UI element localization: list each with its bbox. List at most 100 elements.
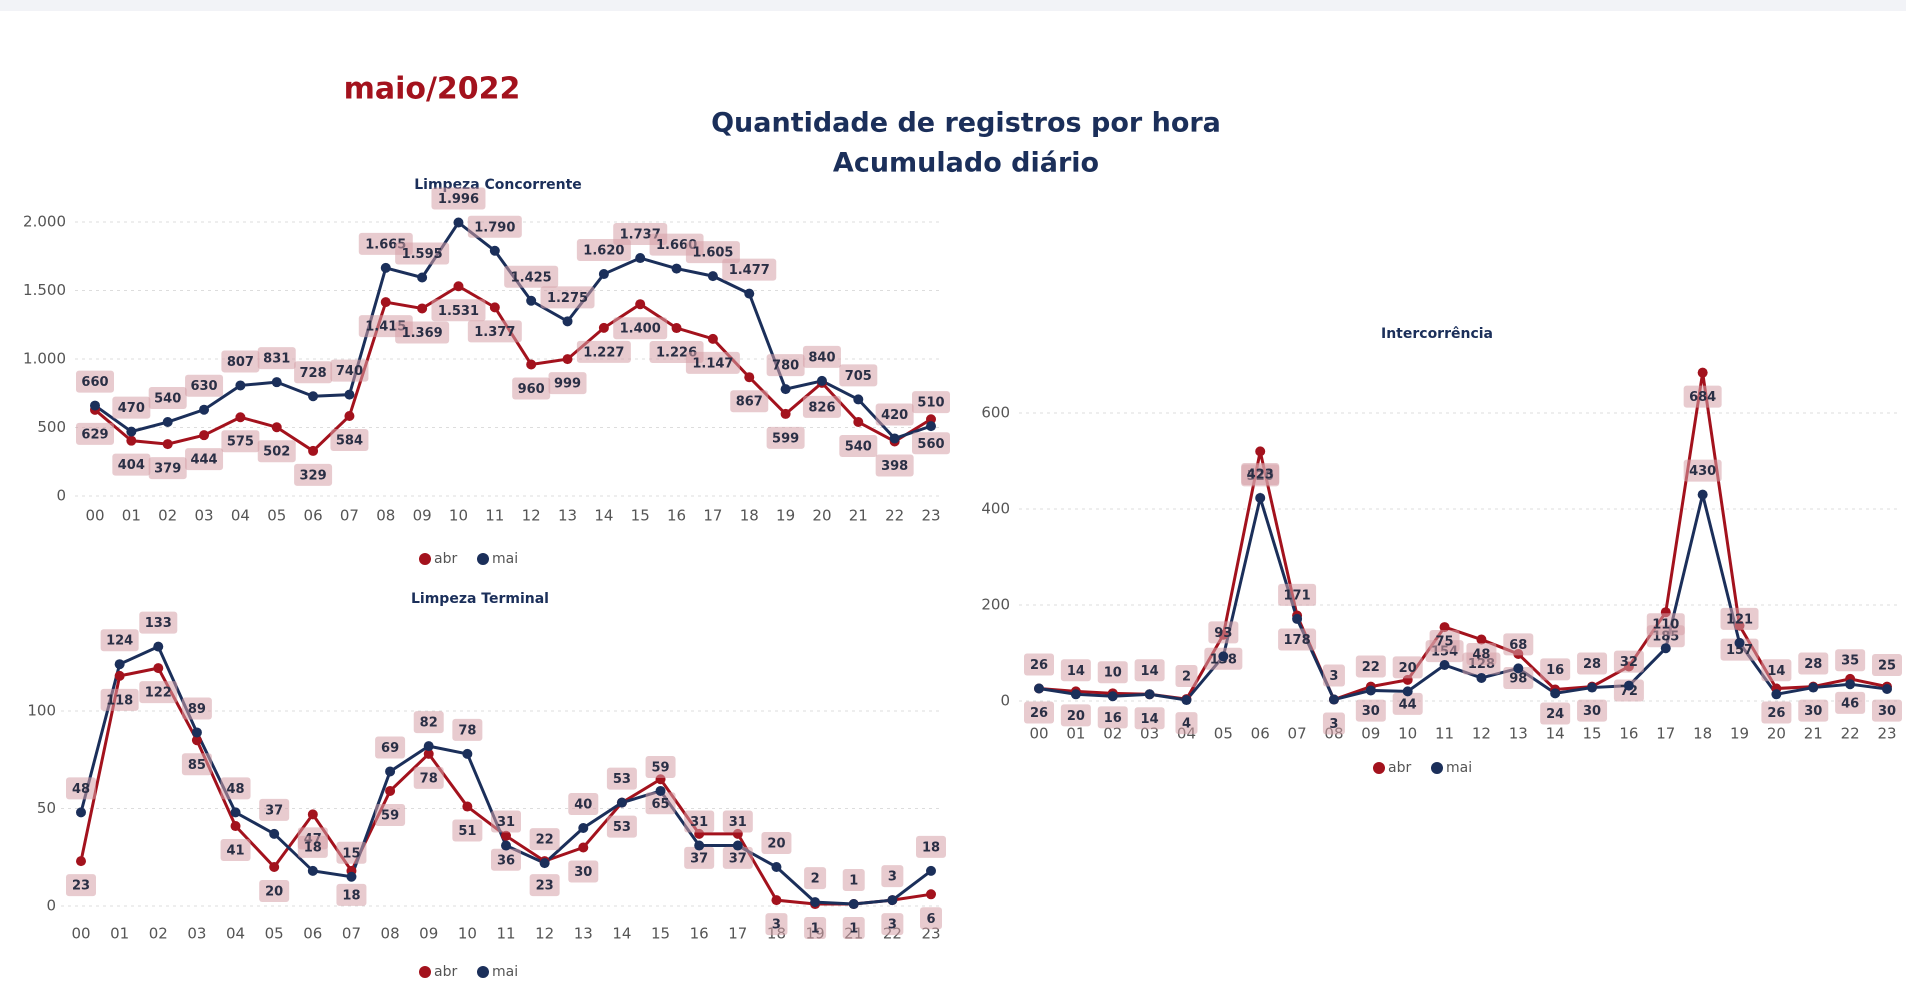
x-tick-label: 22 [885, 507, 904, 525]
data-label: 48 [226, 782, 244, 797]
data-label-bg [576, 340, 631, 363]
data-label: 705 [845, 369, 872, 384]
x-tick-label: 11 [496, 925, 515, 943]
x-tick-label: 00 [1029, 725, 1048, 743]
data-point [744, 288, 755, 299]
legend-label: abr [1388, 760, 1411, 776]
data-label-bg [529, 874, 560, 897]
data-label: 26 [1767, 706, 1785, 721]
data-label-bg [221, 430, 260, 453]
data-label: 629 [81, 427, 108, 442]
data-label: 10 [1104, 666, 1122, 681]
data-label-bg [1392, 656, 1423, 679]
data-label: 51 [458, 824, 476, 839]
data-point [1476, 634, 1487, 645]
data-label-bg [613, 317, 668, 340]
data-label: 684 [1689, 390, 1716, 405]
top-bar [0, 0, 1906, 11]
data-label: 65 [651, 797, 669, 812]
data-label-bg [802, 395, 841, 418]
data-point [90, 400, 100, 411]
x-tick-label: 15 [631, 507, 650, 525]
data-label: 1.477 [729, 263, 770, 278]
data-label: 329 [300, 468, 327, 483]
data-label-bg [66, 777, 96, 800]
data-point [1734, 637, 1745, 648]
series-line [94, 284, 932, 453]
x-tick-label: 12 [535, 925, 554, 943]
data-label: 30 [1583, 704, 1601, 719]
data-label: 780 [772, 359, 799, 374]
data-label-bg [1355, 699, 1386, 722]
data-label-bg [1134, 659, 1165, 682]
x-tick-label: 07 [342, 925, 361, 943]
data-label-bg [1872, 699, 1902, 722]
x-tick-label: 19 [776, 507, 795, 525]
data-point [153, 641, 164, 652]
data-label: 124 [106, 634, 133, 649]
x-tick-label: 09 [419, 925, 438, 943]
x-tick-label: 14 [594, 507, 613, 525]
data-label-bg [181, 697, 212, 720]
data-point [76, 807, 86, 818]
data-label-bg [259, 798, 290, 821]
data-label: 1.377 [474, 325, 515, 340]
data-label: 16 [1104, 711, 1122, 726]
data-point [848, 899, 859, 910]
data-label-bg [684, 810, 715, 833]
data-label-bg [395, 242, 450, 265]
data-label: 110 [1652, 618, 1679, 633]
data-label-bg [467, 320, 522, 343]
data-label-bg [431, 187, 486, 210]
data-point [344, 389, 355, 400]
data-label-bg [1503, 666, 1534, 689]
data-label-bg [100, 688, 139, 711]
data-label: 423 [1247, 467, 1274, 482]
y-tick-label: 500 [37, 418, 66, 436]
data-label-bg [221, 350, 260, 373]
data-label: 26 [1030, 706, 1048, 721]
data-label-bg [804, 917, 827, 940]
data-label-bg [395, 321, 450, 344]
data-label-bg [1097, 706, 1128, 729]
x-tick-label: 14 [612, 925, 631, 943]
data-label: 78 [458, 723, 476, 738]
data-label-bg [685, 351, 740, 374]
data-label: 1.369 [402, 326, 443, 341]
data-point [344, 410, 355, 421]
data-point [578, 823, 589, 833]
y-tick-label: 200 [981, 596, 1010, 614]
data-label-bg [220, 777, 251, 800]
data-label-bg [1278, 628, 1317, 651]
x-tick-label: 10 [1398, 725, 1417, 743]
data-label: 23 [536, 879, 554, 894]
data-point [926, 414, 936, 425]
data-label: 584 [336, 433, 363, 448]
data-label: 53 [613, 772, 631, 787]
x-tick-label: 21 [1804, 725, 1823, 743]
data-label: 1.531 [438, 304, 479, 319]
data-label: 999 [554, 377, 581, 392]
x-tick-label: 10 [449, 507, 468, 525]
data-label: 31 [497, 815, 515, 830]
data-label-bg [912, 432, 950, 455]
data-label: 82 [420, 716, 438, 731]
data-label-bg [875, 403, 914, 426]
data-label-bg [839, 364, 878, 387]
x-tick-label: 17 [1656, 725, 1675, 743]
data-label: 15 [342, 846, 360, 861]
data-label: 14 [1767, 664, 1785, 679]
x-tick-label: 16 [667, 507, 686, 525]
x-tick-label: 09 [413, 507, 432, 525]
data-label: 540 [845, 440, 872, 455]
x-tick-label: 04 [226, 925, 245, 943]
data-label: 30 [574, 865, 592, 880]
data-point [707, 333, 718, 344]
data-point [671, 323, 682, 334]
data-point [771, 895, 782, 906]
data-label-bg [722, 810, 753, 833]
data-point [598, 269, 609, 280]
data-label: 41 [226, 844, 244, 859]
data-label: 1.227 [583, 345, 624, 360]
data-label: 4 [1182, 717, 1191, 732]
